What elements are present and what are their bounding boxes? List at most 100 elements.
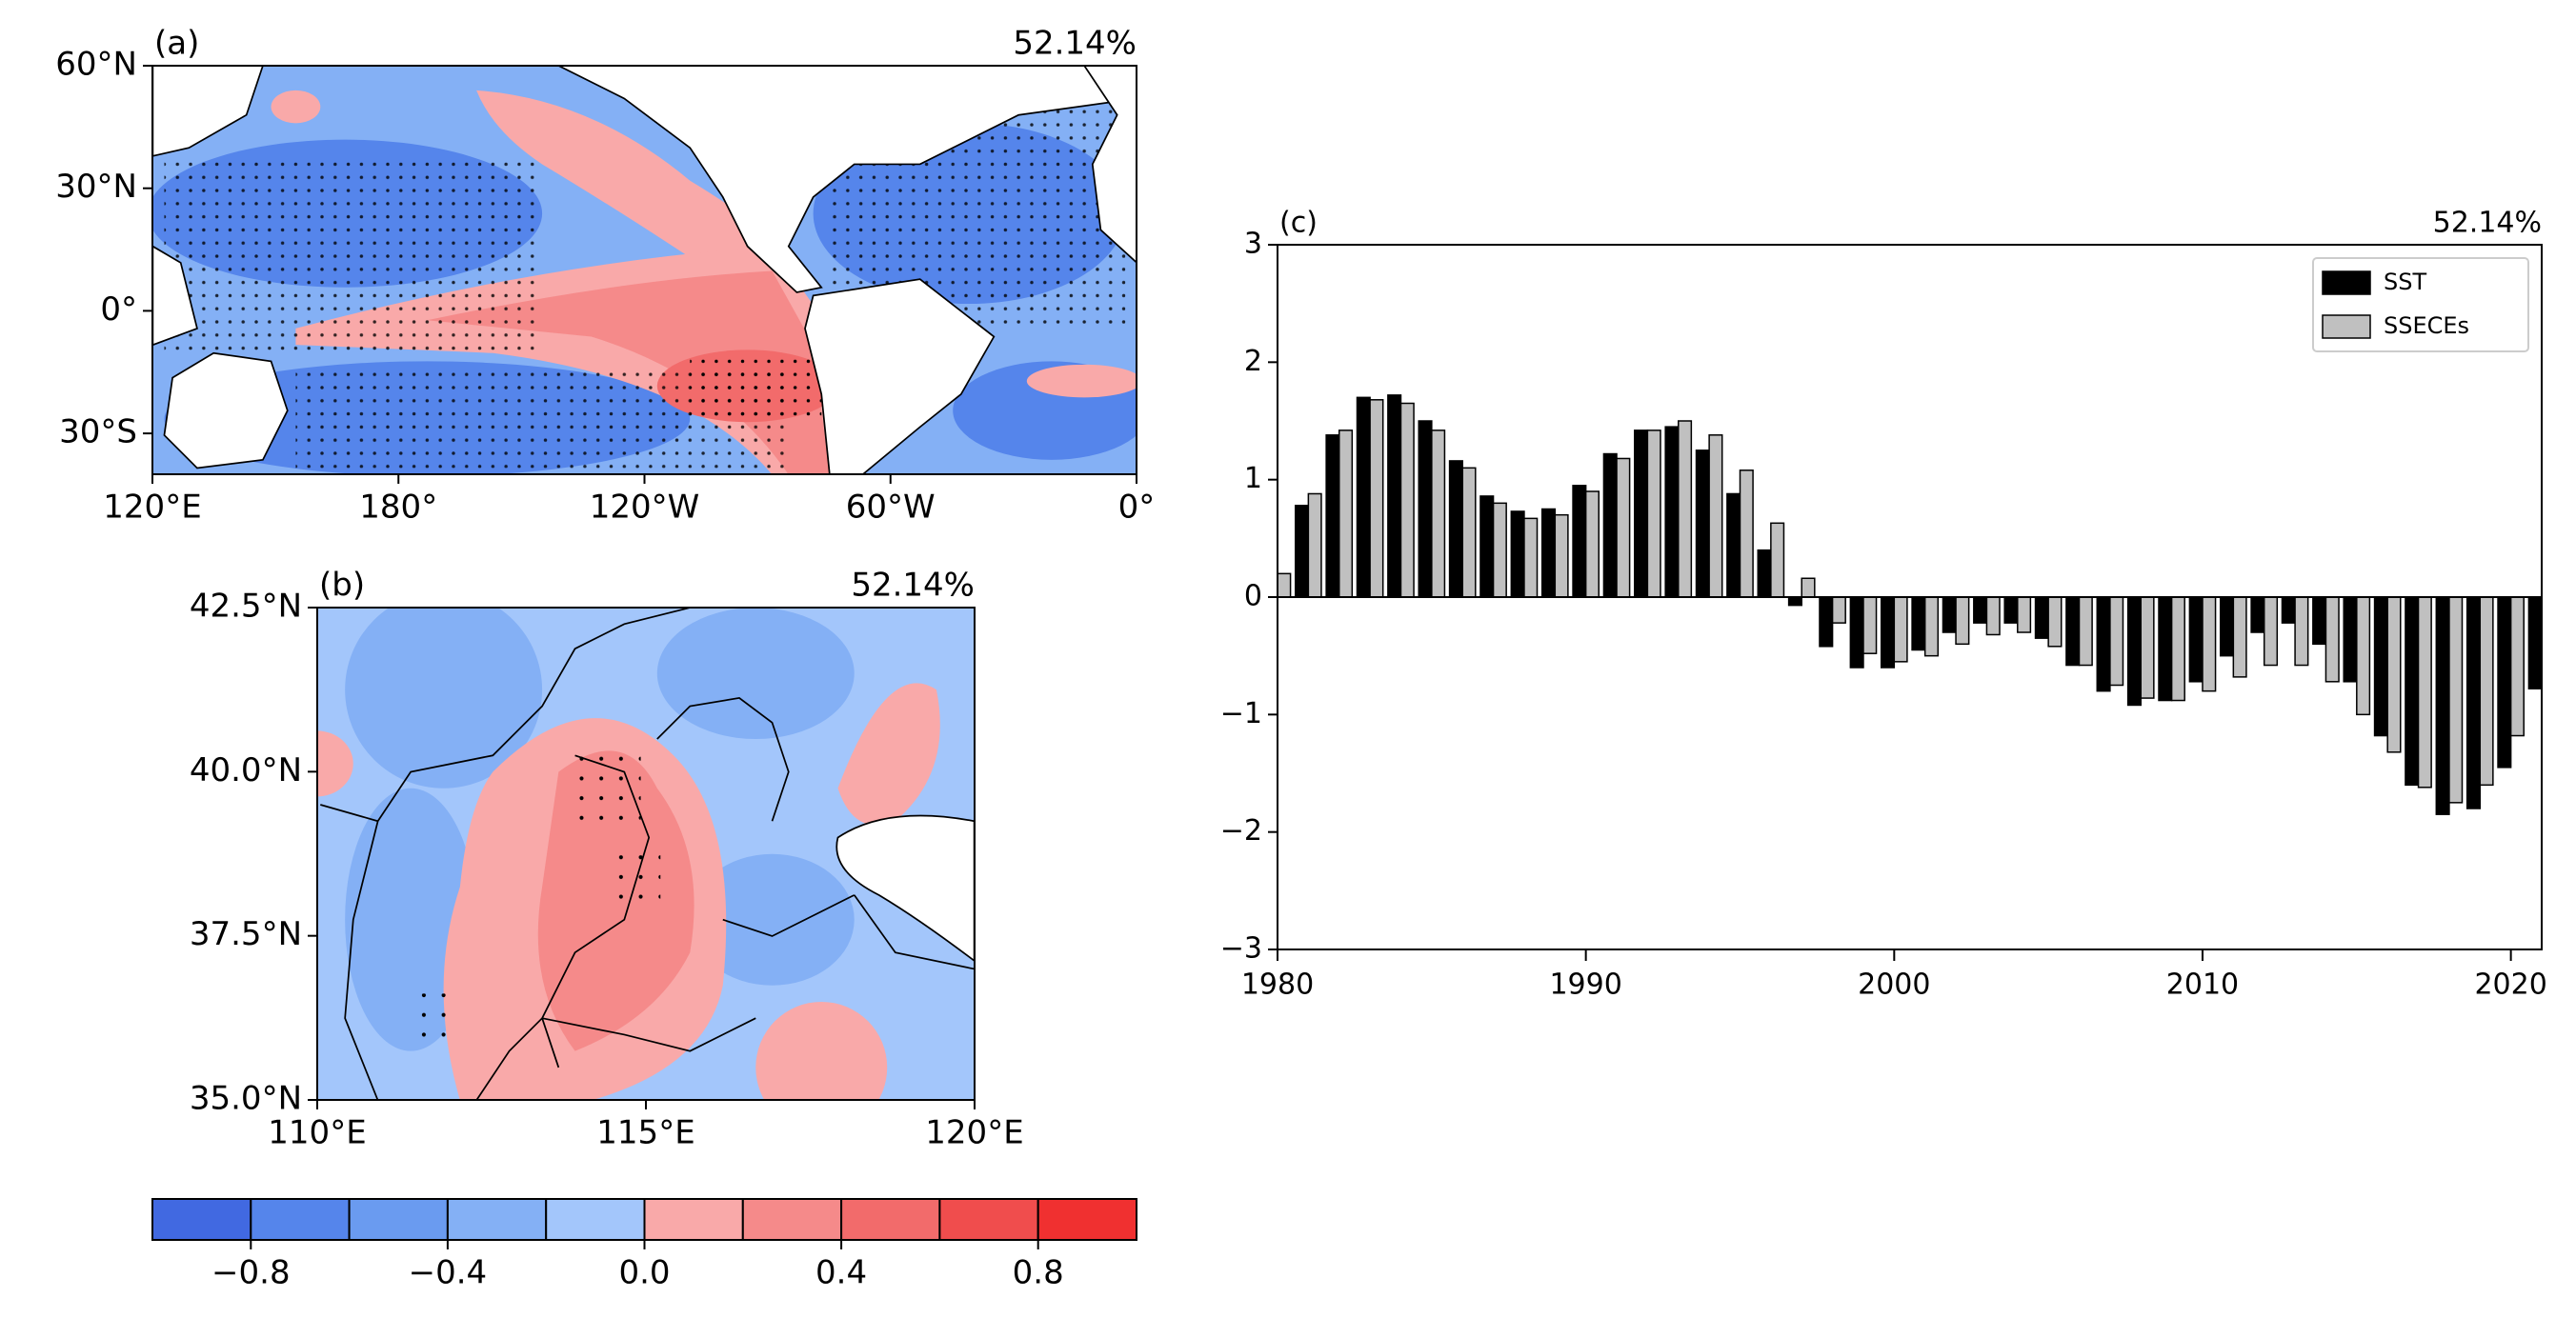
- bar: [1739, 469, 1754, 598]
- x-tick-label: −0.4: [409, 1254, 488, 1292]
- bar: [2294, 596, 2309, 667]
- map-a-field: [152, 65, 1137, 475]
- bar: [2078, 596, 2093, 667]
- legend-label: SSECEs: [2384, 312, 2469, 339]
- x-tick-label: 120°E: [925, 1114, 1023, 1152]
- x-tick-label: 60°W: [846, 489, 936, 527]
- colorbar-swatch: [446, 1198, 548, 1241]
- y-tick-label: 35.0°N: [190, 1080, 302, 1118]
- bar: [1616, 457, 1631, 598]
- bar: [1862, 596, 1878, 654]
- bar: [1942, 596, 1957, 633]
- bar: [2509, 596, 2525, 737]
- bar: [1387, 394, 1402, 598]
- bar: [2158, 596, 2173, 702]
- bar: [1540, 508, 1557, 598]
- bar: [1325, 434, 1340, 598]
- x-tick-label: 2010: [2166, 969, 2239, 1002]
- colorbar-swatch: [151, 1198, 252, 1241]
- bar: [2047, 596, 2063, 648]
- bar: [1602, 452, 1618, 598]
- colorbar-swatch: [348, 1198, 449, 1241]
- colorbar-swatch: [741, 1198, 843, 1241]
- bar: [1492, 502, 1507, 598]
- bar: [1461, 467, 1477, 598]
- bar: [1369, 399, 1384, 598]
- y-tick-label: 37.5°N: [190, 915, 302, 953]
- bar: [1634, 429, 1649, 598]
- annotation: 52.14%: [851, 567, 975, 605]
- bar: [1787, 596, 1802, 607]
- bar: [2034, 596, 2049, 639]
- x-tick-label: 0.0: [618, 1254, 670, 1292]
- x-tick-label: 120°W: [590, 489, 700, 527]
- bar: [2356, 596, 2371, 716]
- bar: [2527, 596, 2543, 689]
- colorbar-swatch: [643, 1198, 744, 1241]
- x-tick-label: 0.8: [1013, 1254, 1064, 1292]
- bar: [1819, 596, 1834, 648]
- annotation: 52.14%: [2433, 207, 2542, 240]
- map-b-field: [316, 608, 975, 1101]
- y-tick-label: 2: [1244, 345, 1262, 378]
- colorbar-swatch: [545, 1198, 646, 1241]
- bar: [2140, 596, 2155, 699]
- bar: [1893, 596, 1908, 663]
- y-tick-label: 1: [1244, 462, 1262, 495]
- bar: [2281, 596, 2296, 624]
- colorbar-swatch: [250, 1198, 351, 1241]
- x-tick-label: 0.4: [815, 1254, 867, 1292]
- legend-swatch: [2322, 270, 2371, 295]
- bar: [1448, 460, 1463, 598]
- bar: [2017, 596, 2032, 633]
- panel-label: (c): [1279, 207, 1318, 240]
- bar: [1554, 513, 1569, 598]
- legend-swatch: [2322, 314, 2371, 339]
- x-tick-label: 0°: [1118, 489, 1156, 527]
- bar: [1695, 449, 1710, 598]
- y-tick-label: 60°N: [55, 46, 137, 84]
- bar: [1923, 596, 1940, 657]
- bar: [2417, 596, 2432, 789]
- bar: [2343, 596, 2358, 683]
- bar: [1479, 495, 1495, 598]
- bar: [1418, 420, 1433, 598]
- y-tick-label: 30°S: [59, 413, 137, 451]
- bar: [1678, 420, 1693, 598]
- bar: [2312, 596, 2327, 646]
- bar: [1801, 577, 1816, 598]
- bar: [2170, 596, 2185, 702]
- bar: [2250, 596, 2265, 633]
- bar: [1849, 596, 1864, 669]
- bar: [2479, 596, 2494, 787]
- bar: [1431, 429, 1446, 598]
- y-tick-label: 42.5°N: [190, 588, 302, 626]
- x-tick-label: 2020: [2474, 969, 2546, 1002]
- bar: [1307, 492, 1322, 598]
- bar: [1770, 522, 1785, 598]
- bar: [1356, 396, 1371, 598]
- x-tick-label: 180°: [359, 489, 437, 527]
- y-tick-label: 0°: [100, 290, 137, 329]
- y-tick-label: 0: [1244, 580, 1262, 613]
- bar: [2219, 596, 2235, 657]
- bar: [1726, 492, 1741, 598]
- x-tick-label: 1990: [1549, 969, 1621, 1002]
- bar: [2373, 596, 2388, 737]
- bar: [1911, 596, 1926, 651]
- x-tick-label: 1980: [1241, 969, 1314, 1002]
- y-tick-label: 3: [1244, 228, 1262, 261]
- bar: [2448, 596, 2464, 804]
- bar: [1757, 549, 1772, 598]
- bar: [2202, 596, 2217, 692]
- bar: [2435, 596, 2450, 815]
- bar: [2405, 596, 2420, 787]
- bar: [2003, 596, 2019, 624]
- bar: [1584, 490, 1600, 598]
- annotation: 52.14%: [1013, 25, 1137, 63]
- x-tick-label: 120°E: [103, 489, 201, 527]
- colorbar-swatch: [938, 1198, 1039, 1241]
- bar: [2386, 596, 2402, 753]
- map-fields: [152, 65, 1137, 1101]
